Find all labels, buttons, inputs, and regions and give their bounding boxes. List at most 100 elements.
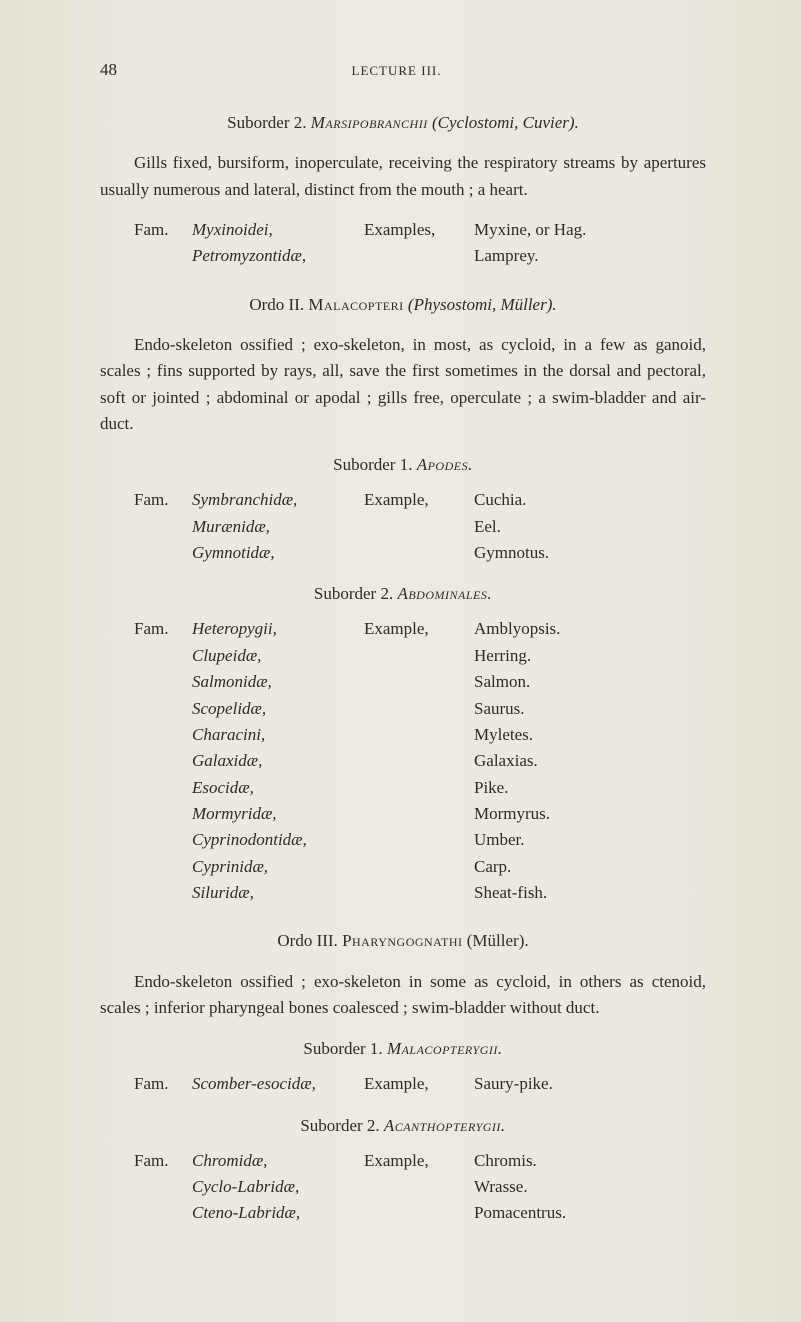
suborder-2-name: Marsipobranchii	[311, 113, 428, 132]
s1-fam-row-2: Petromyzontidæ, Lamprey.	[134, 243, 706, 269]
sub4-name: Acanthopterygii.	[384, 1116, 506, 1135]
ordo-3-paragraph: Endo-skeleton ossified ; exo-skeleton in…	[100, 969, 706, 1022]
fam-name: Myxinoidei,	[192, 217, 364, 243]
sub1-row-1: Murænidæ, Eel.	[134, 514, 706, 540]
fam-name: Gymnotidæ,	[192, 540, 364, 566]
fam-name: Murænidæ,	[192, 514, 364, 540]
ex-value: Wrasse.	[474, 1174, 706, 1200]
sub2-row-6: Esocidæ,Pike.	[134, 775, 706, 801]
fam-name: Symbranchidæ,	[192, 487, 364, 513]
sub2-row-1: Clupeidæ, Herring.	[134, 643, 706, 669]
sub3-fam-block: Fam. Scomber-esocidæ, Example, Saury-pik…	[134, 1071, 706, 1097]
suborder-1-apodes-heading: Suborder 1. Apodes.	[100, 455, 706, 475]
sub1-row-0: Fam. Symbranchidæ, Example, Cuchia.	[134, 487, 706, 513]
ex-value: Galaxias.	[474, 748, 706, 774]
sub2-row-2: Salmonidæ, Salmon.	[134, 669, 706, 695]
fam-name: Cteno-Labridæ,	[192, 1200, 364, 1226]
sub2-row-10: Siluridæ, Sheat-fish.	[134, 880, 706, 906]
fam-name: Mormyridæ,	[192, 801, 364, 827]
fam-label: Fam.	[134, 217, 192, 243]
ordo-3-label: Ordo III.	[277, 931, 342, 950]
page: 48 LECTURE III. Suborder 2. Marsipobranc…	[0, 0, 801, 1322]
fam-label: Fam.	[134, 1148, 192, 1174]
ex-value: Sheat-fish.	[474, 880, 706, 906]
sub3-name: Malacopterygii.	[387, 1039, 503, 1058]
ex-value: Chromis.	[474, 1148, 706, 1174]
sub2-row-7: Mormyridæ, Mormyrus.	[134, 801, 706, 827]
fam-name: Characini,	[192, 722, 364, 748]
sub3-label: Suborder 1.	[303, 1039, 387, 1058]
sub3-row-0: Fam. Scomber-esocidæ, Example, Saury-pik…	[134, 1071, 706, 1097]
fam-name: Galaxidæ,	[192, 748, 364, 774]
suborder-2-label: Suborder 2.	[227, 113, 311, 132]
sub4-row-1: Cyclo-Labridæ, Wrasse.	[134, 1174, 706, 1200]
fam-name: Cyclo-Labridæ,	[192, 1174, 364, 1200]
s1-fam-row-1: Fam. Myxinoidei, Examples, Myxine, or Ha…	[134, 217, 706, 243]
ex-value: Amblyopsis.	[474, 616, 706, 642]
fam-name: Chromidæ,	[192, 1148, 364, 1174]
ordo-3-name: Pharyngognathi	[342, 931, 462, 950]
fam-name: Petromyzontidæ,	[192, 243, 364, 269]
ex-value: Myxine, or Hag.	[474, 217, 706, 243]
sub2-label: Suborder 2.	[314, 584, 398, 603]
page-number: 48	[100, 60, 117, 80]
sub2-row-5: Galaxidæ, Galaxias.	[134, 748, 706, 774]
ex-label-empty	[364, 243, 474, 269]
running-head: LECTURE III.	[117, 63, 676, 79]
ex-label: Example,	[364, 1071, 474, 1097]
suborder-2-heading: Suborder 2. Marsipobranchii (Cyclostomi,…	[100, 110, 706, 136]
fam-name: Scomber-esocidæ,	[192, 1071, 364, 1097]
ex-value: Saury-pike.	[474, 1071, 706, 1097]
fam-name: Heteropygii,	[192, 616, 364, 642]
ordo-2-tail: (Physostomi, Müller).	[404, 295, 557, 314]
fam-name: Scopelidæ,	[192, 696, 364, 722]
ex-value: Gymnotus.	[474, 540, 706, 566]
ordo-2-paragraph: Endo-skeleton ossified ; exo-skeleton, i…	[100, 332, 706, 437]
page-header: 48 LECTURE III.	[100, 60, 706, 80]
ex-value: Mormyrus.	[474, 801, 706, 827]
s1-fam-block: Fam. Myxinoidei, Examples, Myxine, or Ha…	[134, 217, 706, 270]
fam-label: Fam.	[134, 616, 192, 642]
suborder-1-malacopterygii-heading: Suborder 1. Malacopterygii.	[100, 1039, 706, 1059]
sub1-row-2: Gymnotidæ, Gymnotus.	[134, 540, 706, 566]
sub1-fam-block: Fam. Symbranchidæ, Example, Cuchia. Muræ…	[134, 487, 706, 566]
sub2-row-0: Fam. Heteropygii, Example, Amblyopsis.	[134, 616, 706, 642]
ex-value: Saurus.	[474, 696, 706, 722]
ordo-3-heading: Ordo III. Pharyngognathi (Müller).	[100, 928, 706, 954]
ordo-3-tail: (Müller).	[463, 931, 529, 950]
suborder-2-acanthopterygii-heading: Suborder 2. Acanthopterygii.	[100, 1116, 706, 1136]
ex-value: Salmon.	[474, 669, 706, 695]
ordo-2-heading: Ordo II. Malacopteri (Physostomi, Müller…	[100, 292, 706, 318]
fam-name: Clupeidæ,	[192, 643, 364, 669]
ex-value: Umber.	[474, 827, 706, 853]
ordo-2-name: Malacopteri	[308, 295, 403, 314]
sub2-row-8: Cyprinodontidæ, Umber.	[134, 827, 706, 853]
ex-label: Example,	[364, 616, 474, 642]
sub4-row-0: Fam. Chromidæ, Example, Chromis.	[134, 1148, 706, 1174]
fam-name: Salmonidæ,	[192, 669, 364, 695]
sub2-fam-block: Fam. Heteropygii, Example, Amblyopsis. C…	[134, 616, 706, 906]
s1-paragraph: Gills fixed, bursiform, inoperculate, re…	[100, 150, 706, 203]
fam-name: Cyprinodontidæ,	[192, 827, 364, 853]
fam-label: Fam.	[134, 1071, 192, 1097]
ex-value: Herring.	[474, 643, 706, 669]
ex-value: Carp.	[474, 854, 706, 880]
fam-name: Siluridæ,	[192, 880, 364, 906]
sub4-label: Suborder 2.	[300, 1116, 384, 1135]
sub2-row-9: Cyprinidæ, Carp.	[134, 854, 706, 880]
ex-value: Pomacentrus.	[474, 1200, 706, 1226]
fam-label: Fam.	[134, 487, 192, 513]
ex-label: Example,	[364, 1148, 474, 1174]
sub4-fam-block: Fam. Chromidæ, Example, Chromis. Cyclo-L…	[134, 1148, 706, 1227]
fam-name: Cyprinidæ,	[192, 854, 364, 880]
sub4-row-2: Cteno-Labridæ, Pomacentrus.	[134, 1200, 706, 1226]
suborder-2-abdominales-heading: Suborder 2. Abdominales.	[100, 584, 706, 604]
ex-value: Eel.	[474, 514, 706, 540]
ex-value: Lamprey.	[474, 243, 706, 269]
sub1-name: Apodes.	[417, 455, 473, 474]
fam-name: Esocidæ,	[192, 775, 364, 801]
ex-label: Examples,	[364, 217, 474, 243]
sub2-row-3: Scopelidæ, Saurus.	[134, 696, 706, 722]
ex-value: Cuchia.	[474, 487, 706, 513]
ordo-2-label: Ordo II.	[249, 295, 308, 314]
